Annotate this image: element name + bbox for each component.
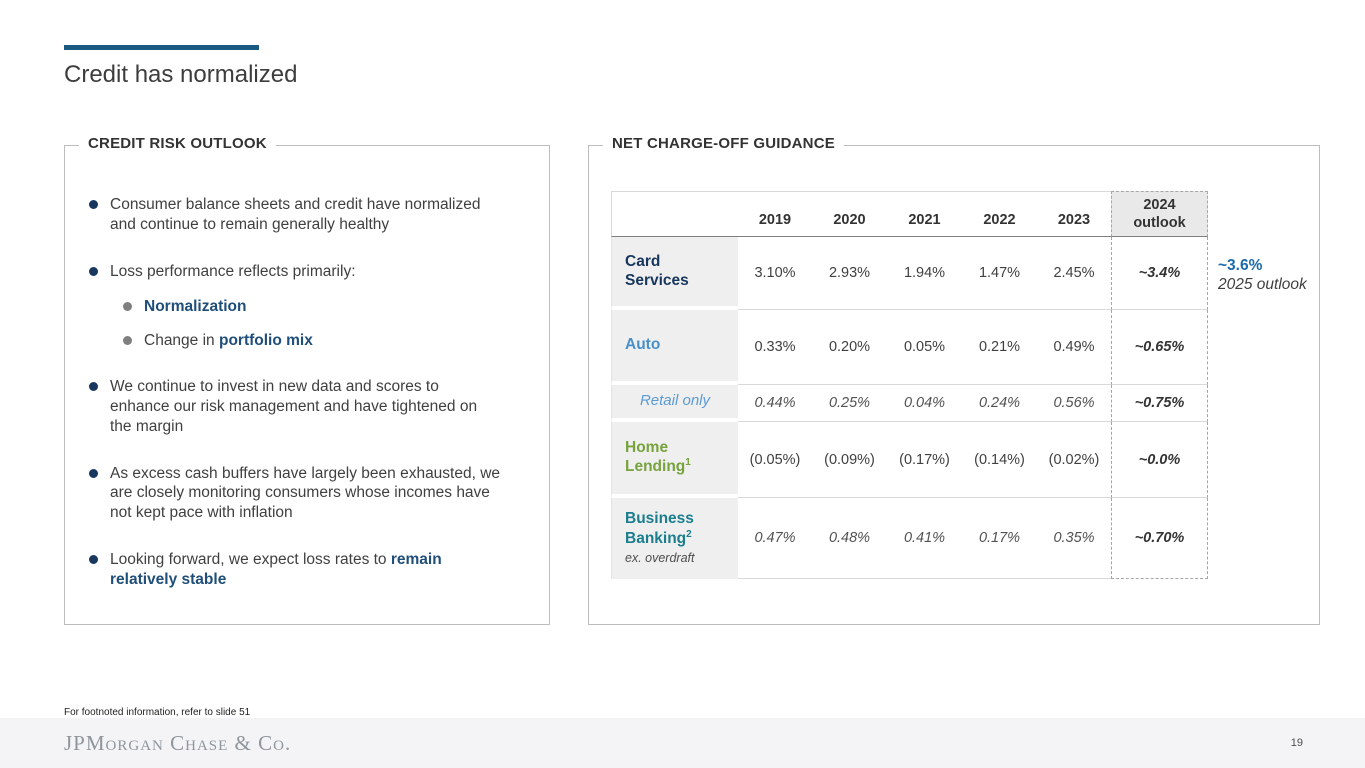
footnote-superscript: 2 (686, 529, 692, 541)
table-cell-outlook: ~0.0% (1111, 422, 1208, 498)
table-cell: 0.21% (962, 310, 1037, 385)
bullet-icon (89, 555, 98, 565)
table-cell: 1.47% (962, 237, 1037, 310)
bullet-item: Loss performance reflects primarily: (89, 262, 529, 282)
bullet-item: We continue to invest in new data and sc… (89, 377, 529, 436)
slide-footnote: For footnoted information, refer to slid… (64, 707, 251, 718)
table-cell: 0.17% (962, 498, 1037, 579)
sub-bullet-text: Normalization (144, 298, 247, 316)
credit-risk-bullets: Consumer balance sheets and credit have … (65, 146, 549, 590)
row-label-card-services: Card Services (611, 237, 738, 310)
row-label-retail-only: Retail only (611, 385, 738, 422)
row-label-text: Retail only (639, 392, 711, 410)
table-cell: (0.17%) (887, 422, 962, 498)
table-cell-outlook: ~3.4% (1111, 237, 1208, 310)
bullet-icon (89, 200, 98, 209)
row-label-business-banking: Business Banking2 ex. overdraft (611, 498, 738, 579)
table-cell: (0.14%) (962, 422, 1037, 498)
table-cell: 0.24% (962, 385, 1037, 422)
sub-bullet-text: Change in portfolio mix (144, 331, 529, 351)
credit-risk-panel: CREDIT RISK OUTLOOK Consumer balance she… (64, 135, 550, 625)
title-accent-bar (64, 45, 259, 50)
table-cell-outlook: ~0.75% (1111, 385, 1208, 422)
row-label-text: Business Banking2 (625, 510, 713, 549)
sub-bullet-text-bold: portfolio mix (218, 332, 313, 350)
sub-bullet-item: Normalization (123, 297, 529, 317)
table-header-year: 2023 (1037, 191, 1111, 237)
table-cell: 0.05% (887, 310, 962, 385)
table-cell: 0.33% (738, 310, 812, 385)
jpmorgan-logo: JPMorgan Chase & Co. (64, 730, 292, 755)
footer-bar: JPMorgan Chase & Co. 19 (0, 718, 1365, 768)
table-cell: 0.47% (738, 498, 812, 579)
row-label-home-lending: Home Lending1 (611, 422, 738, 498)
table-cell: 0.35% (1037, 498, 1111, 579)
table-cell: 0.48% (812, 498, 887, 579)
row-label-text: Card Services (625, 252, 689, 289)
outlook-2025-value: ~3.6% (1218, 257, 1263, 274)
bullet-item: As excess cash buffers have largely been… (89, 464, 529, 523)
outlook-2025-label: 2025 outlook (1218, 276, 1307, 294)
bullet-icon (89, 382, 98, 392)
outlook-header-line1: 2024 (1143, 196, 1176, 213)
table-header-year: 2019 (738, 191, 812, 237)
sub-bullet-icon (123, 302, 132, 312)
row-label-main: Home Lending (625, 438, 686, 476)
nco-panel-title: NET CHARGE-OFF GUIDANCE (603, 135, 844, 152)
row-label-text: Home Lending1 (625, 439, 713, 478)
row-label-text: Auto (625, 336, 661, 354)
nco-table: 2019 2020 2021 2022 2023 2024 outlook Ca… (611, 191, 1208, 579)
table-cell: 0.41% (887, 498, 962, 579)
outlook-2025-annotation: ~3.6% 2025 outlook (1218, 256, 1307, 295)
table-cell: (0.05%) (738, 422, 812, 498)
sub-bullet-text-plain: Change in (144, 332, 219, 350)
footnote-superscript: 1 (685, 457, 691, 469)
row-label-main: Business Banking (625, 510, 694, 548)
bullet-text-bold: remain relatively stable (110, 551, 442, 588)
sub-bullet-item: Change in portfolio mix (123, 331, 529, 351)
table-cell: 0.56% (1037, 385, 1111, 422)
table-cell: 2.93% (812, 237, 887, 310)
table-cell: 0.04% (887, 385, 962, 422)
table-cell: 1.94% (887, 237, 962, 310)
table-header-year: 2020 (812, 191, 887, 237)
bullet-item: Looking forward, we expect loss rates to… (89, 550, 529, 590)
bullet-text-plain: Looking forward, we expect loss rates to (110, 551, 391, 569)
table-cell: 2.45% (1037, 237, 1111, 310)
table-header-2024-outlook: 2024 outlook (1111, 191, 1208, 237)
bullet-item: Consumer balance sheets and credit have … (89, 195, 529, 235)
bullet-text: As excess cash buffers have largely been… (110, 464, 501, 522)
table-header-year: 2022 (962, 191, 1037, 237)
page-number: 19 (1290, 737, 1303, 749)
table-cell: 3.10% (738, 237, 812, 310)
table-cell: 0.49% (1037, 310, 1111, 385)
table-cell: (0.02%) (1037, 422, 1111, 498)
row-label-auto: Auto (611, 310, 738, 385)
outlook-header-line2: outlook (1133, 215, 1186, 231)
table-cell-outlook: ~0.65% (1111, 310, 1208, 385)
table-cell: 0.20% (812, 310, 887, 385)
bullet-text: Consumer balance sheets and credit have … (110, 196, 481, 233)
table-cell-outlook: ~0.70% (1111, 498, 1208, 579)
table-cell: 0.25% (812, 385, 887, 422)
table-header-empty-cell (611, 191, 738, 237)
bullet-icon (89, 468, 98, 478)
nco-panel: NET CHARGE-OFF GUIDANCE 2019 2020 2021 2… (588, 135, 1320, 625)
bullet-text: Looking forward, we expect loss rates to… (110, 550, 502, 590)
table-cell: (0.09%) (812, 422, 887, 498)
slide-title: Credit has normalized (64, 61, 298, 88)
table-header-year: 2021 (887, 191, 962, 237)
bullet-text: Loss performance reflects primarily: (110, 262, 356, 280)
bullet-icon (89, 266, 98, 276)
credit-risk-panel-title: CREDIT RISK OUTLOOK (79, 135, 276, 152)
table-cell: 0.44% (738, 385, 812, 422)
bullet-text: We continue to invest in new data and sc… (110, 378, 478, 435)
sub-bullet-icon (123, 336, 132, 346)
row-sublabel: ex. overdraft (625, 551, 695, 566)
